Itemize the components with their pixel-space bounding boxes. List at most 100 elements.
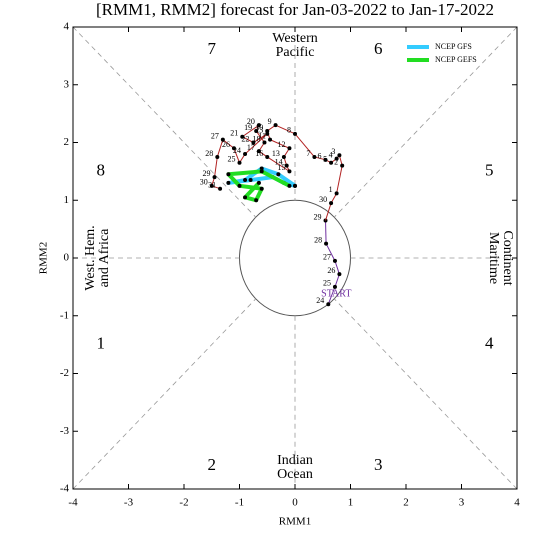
day-label: 10	[255, 123, 263, 132]
day-label: 27	[211, 131, 219, 140]
day-label: 27	[323, 253, 331, 262]
day-label: 25	[228, 155, 236, 164]
x-tick-label: 0	[292, 497, 298, 509]
day-label: 26	[222, 140, 230, 149]
point	[323, 157, 328, 162]
phase-label: 5	[485, 160, 494, 179]
phase-divider	[333, 26, 518, 218]
point	[226, 180, 231, 185]
point	[324, 241, 329, 246]
start-label: START	[321, 288, 351, 299]
day-label: 16	[255, 149, 263, 158]
phase-label: 2	[208, 455, 217, 474]
point	[332, 284, 337, 289]
point	[215, 154, 220, 159]
point	[256, 180, 261, 185]
y-tick-label: -4	[60, 483, 70, 495]
region-label: Western	[272, 31, 318, 46]
point	[334, 191, 339, 196]
point	[243, 195, 248, 200]
day-label: 1	[329, 185, 333, 194]
day-label: 29	[314, 212, 322, 221]
point	[220, 137, 225, 142]
point	[287, 146, 292, 151]
region-label: Ocean	[277, 467, 313, 482]
legend-label: NCEP GEFS	[435, 55, 477, 64]
point	[254, 198, 259, 203]
day-label: 17	[247, 143, 255, 152]
point	[337, 272, 342, 277]
point	[256, 123, 261, 128]
x-tick-label: 3	[459, 497, 465, 509]
point	[281, 154, 286, 159]
point	[251, 140, 256, 145]
y-tick-label: -3	[60, 425, 70, 437]
chart-title: [RMM1, RMM2] forecast for Jan-03-2022 to…	[96, 0, 494, 19]
region-label: Indian	[277, 453, 313, 468]
day-label: 4	[329, 150, 333, 159]
x-tick-label: -1	[235, 497, 244, 509]
y-tick-label: 2	[64, 136, 70, 148]
point	[231, 146, 236, 151]
x-tick-label: -2	[179, 497, 188, 509]
point	[276, 172, 281, 177]
x-axis-label: RMM1	[279, 516, 311, 528]
point	[218, 186, 223, 191]
day-label: 3	[331, 147, 335, 156]
phase-label: 1	[97, 334, 106, 353]
point	[265, 154, 270, 159]
point	[332, 258, 337, 263]
point	[334, 156, 339, 161]
phase-label: 3	[374, 455, 383, 474]
day-label: 7	[306, 149, 310, 158]
phase-label: 4	[485, 334, 494, 353]
day-label: 20	[247, 117, 255, 126]
region-label: and Africa	[97, 228, 112, 287]
connector	[325, 202, 332, 221]
day-label: 30	[319, 195, 327, 204]
region-label: Continent	[500, 230, 515, 285]
point	[265, 131, 270, 136]
x-tick-label: -3	[124, 497, 134, 509]
point	[284, 163, 289, 168]
point	[273, 123, 278, 128]
day-label: 19	[244, 123, 252, 132]
point	[240, 134, 245, 139]
x-tick-label: 1	[348, 497, 354, 509]
legend-label: NCEP GFS	[435, 42, 472, 51]
y-tick-label: -1	[60, 309, 69, 321]
point	[259, 186, 264, 191]
point	[243, 178, 248, 183]
x-tick-label: 2	[403, 497, 409, 509]
day-label: 12	[277, 140, 285, 149]
phase-divider	[72, 26, 257, 218]
day-label: 26	[327, 266, 335, 275]
day-label: 8	[287, 126, 291, 135]
point	[248, 178, 253, 183]
day-label: 31	[208, 181, 216, 190]
x-tick-label: 4	[514, 497, 520, 509]
phase-label: 7	[208, 39, 217, 58]
point	[329, 160, 334, 165]
point	[237, 183, 242, 188]
day-label: 9	[268, 117, 272, 126]
point	[337, 153, 342, 158]
point	[265, 128, 270, 133]
day-label: 30	[200, 178, 208, 187]
day-label: 22	[241, 134, 249, 143]
point	[262, 140, 267, 145]
point	[226, 172, 231, 177]
phase-label: 8	[97, 160, 106, 179]
phase-label: 6	[374, 39, 383, 58]
region-label: Maritime	[486, 232, 501, 284]
day-label: 6	[318, 152, 322, 161]
day-label: 28	[314, 235, 322, 244]
day-label: 25	[323, 279, 331, 288]
day-label: 15	[277, 163, 285, 172]
point	[340, 163, 345, 168]
point	[254, 128, 259, 133]
point	[209, 183, 214, 188]
day-label: 18	[252, 134, 260, 143]
